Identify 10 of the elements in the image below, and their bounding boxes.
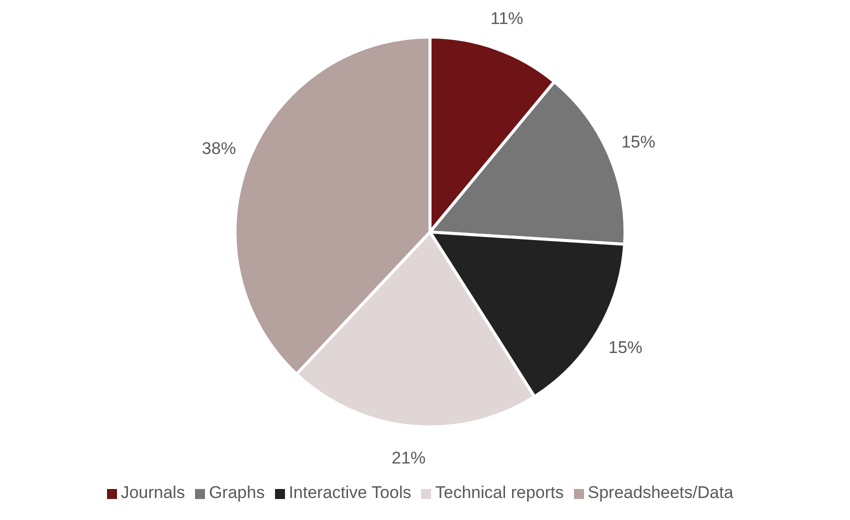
data-label: 38% bbox=[202, 138, 236, 158]
legend-label: Spreadsheets/Data bbox=[588, 483, 734, 502]
legend-label: Graphs bbox=[208, 483, 265, 502]
legend-label: Interactive Tools bbox=[288, 483, 412, 502]
legend-label: Journals bbox=[120, 483, 185, 502]
data-label: 15% bbox=[608, 338, 642, 358]
legend-label: Technical reports bbox=[435, 483, 564, 502]
data-label: 15% bbox=[621, 132, 656, 152]
data-label: 21% bbox=[392, 448, 426, 468]
data-label: 11% bbox=[490, 8, 524, 28]
